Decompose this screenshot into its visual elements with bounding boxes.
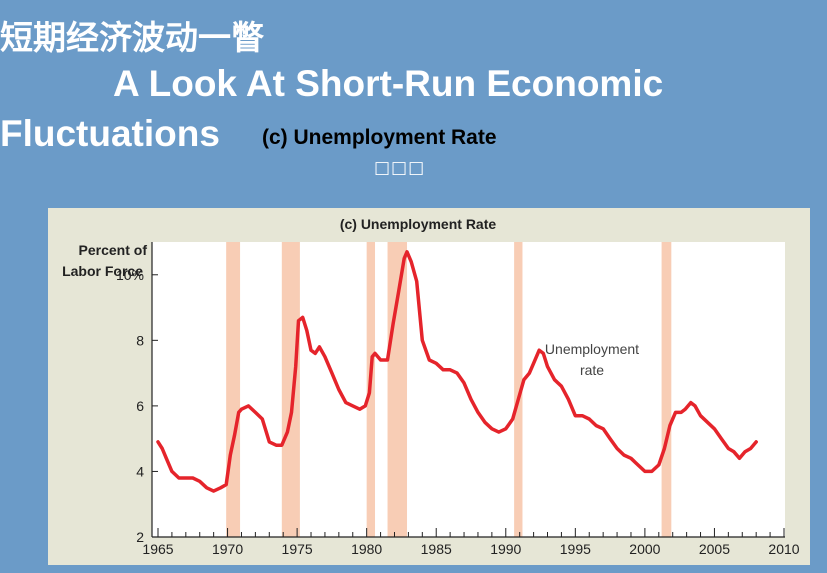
x-tick-label: 1995 xyxy=(560,541,591,557)
recession-band-5 xyxy=(514,242,523,537)
unemployment-chart: (c) Unemployment Rate Percent of Labor F… xyxy=(62,216,800,557)
x-tick-label: 2000 xyxy=(629,541,660,557)
x-tick-label: 2005 xyxy=(699,541,730,557)
chart-title: (c) Unemployment Rate xyxy=(340,216,497,232)
recession-band-2 xyxy=(281,242,300,537)
axes: 1965 1970 1975 1980 1985 1990 1995 2000 2005 2010… xyxy=(116,242,800,557)
chart-panel: (c) Unemployment Rate Percent of Labor F… xyxy=(48,208,810,565)
series-annotation-line1: Unemployment xyxy=(545,341,639,357)
slide-subtitle: (c) Unemployment Rate xyxy=(262,126,497,149)
x-tick-label: 1965 xyxy=(142,541,173,557)
y-tick-label: 10% xyxy=(116,267,144,283)
recession-bands xyxy=(226,242,672,537)
missing-glyph-boxes: □□□ xyxy=(374,158,426,178)
slide-title-english-line2: Fluctuations xyxy=(0,113,220,154)
slide-title-chinese: 短期经济波动一瞥 xyxy=(0,18,264,57)
y-tick-label: 8 xyxy=(136,332,144,348)
y-tick-label: 4 xyxy=(136,463,144,479)
y-axis-title-line2: Labor Force xyxy=(62,263,143,279)
x-tick-label: 2010 xyxy=(768,541,799,557)
y-axis-title-line1: Percent of xyxy=(79,242,148,258)
y-tick-label: 2 xyxy=(136,529,144,545)
recession-band-6 xyxy=(661,242,672,537)
y-tick-label: 6 xyxy=(136,398,144,414)
x-tick-label: 1975 xyxy=(282,541,313,557)
series-annotation-line2: rate xyxy=(580,362,604,378)
slide-title-english-line1: A Look At Short-Run Economic xyxy=(113,63,664,104)
x-tick-label: 1985 xyxy=(421,541,452,557)
recession-band-4 xyxy=(387,242,408,537)
unemployment-rate-line xyxy=(156,250,758,493)
series-layer xyxy=(156,250,758,493)
recession-band-1 xyxy=(226,242,241,537)
x-tick-label: 1980 xyxy=(351,541,382,557)
x-tick-label: 1990 xyxy=(490,541,521,557)
x-tick-label: 1970 xyxy=(212,541,243,557)
